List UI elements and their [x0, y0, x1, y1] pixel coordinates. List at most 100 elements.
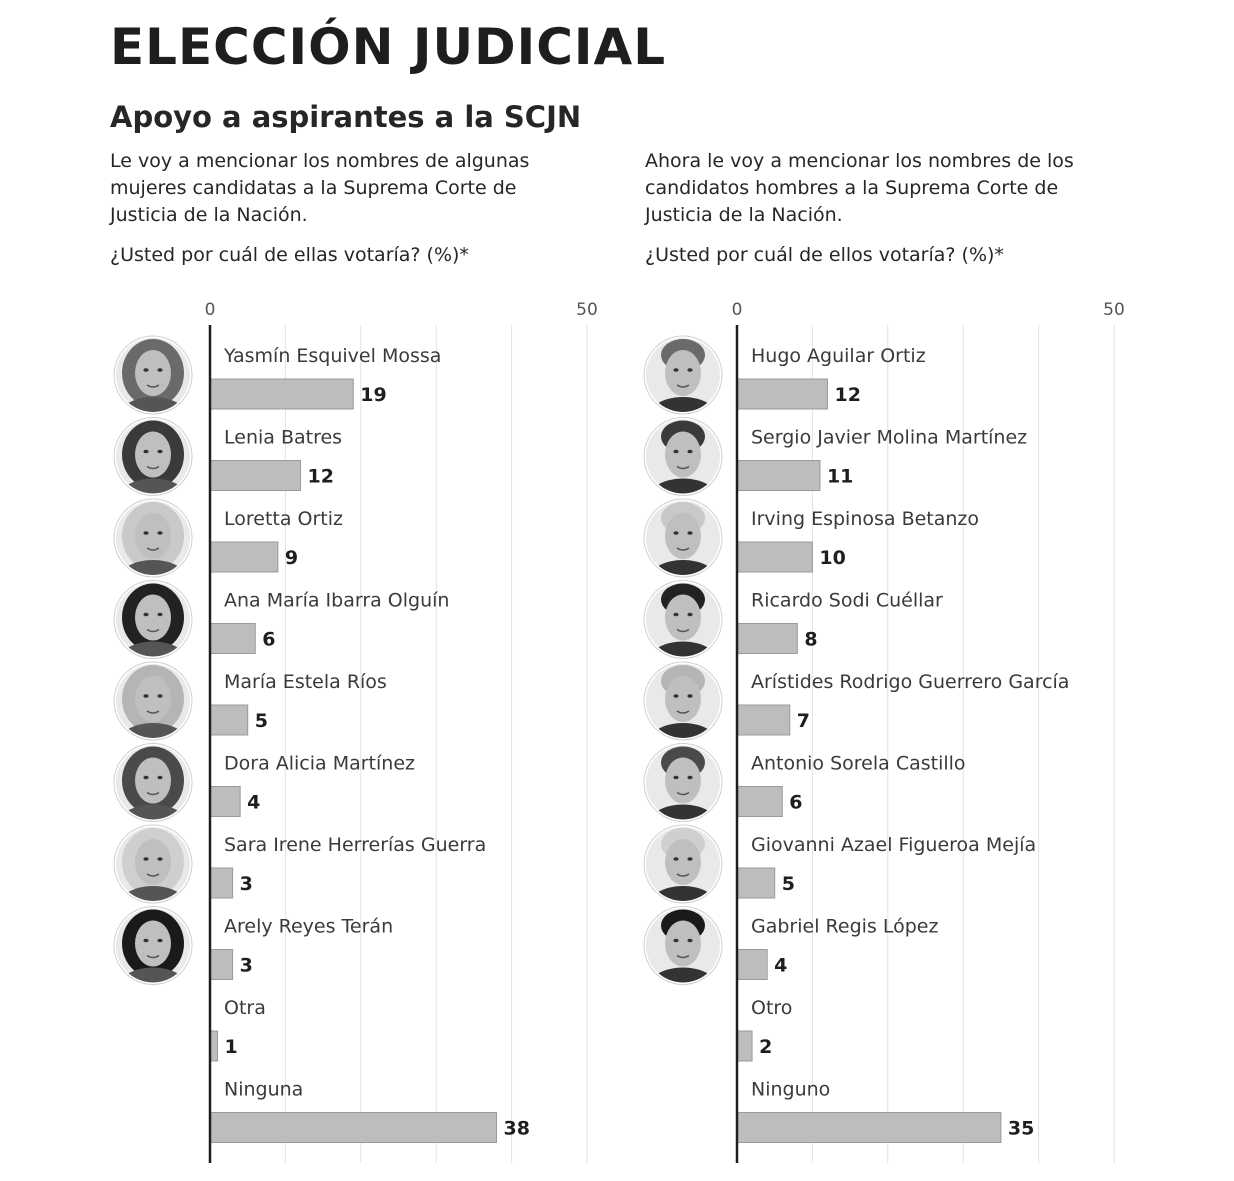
bar-row: Gabriel Regis López 4	[736, 916, 938, 980]
bar	[736, 949, 768, 980]
candidate-name: Ricardo Sodi Cuéllar	[751, 590, 943, 612]
right-question-text: Ahora le voy a mencionar los nombres de …	[645, 150, 1074, 226]
bar-row: Otra 1	[209, 997, 266, 1062]
left-prompt: ¿Usted por cuál de ellas votaría? (%)*	[110, 244, 469, 266]
bar	[209, 378, 354, 410]
bar	[736, 704, 791, 736]
bar	[736, 1112, 1002, 1143]
candidate-photo	[113, 335, 193, 415]
bar-row: Ninguna 38	[209, 1079, 530, 1143]
bar-value-label: 5	[255, 710, 268, 732]
bar-row: Hugo Aguilar Ortiz 12	[736, 345, 926, 410]
candidate-name: Lenia Batres	[224, 427, 342, 449]
candidate-photo	[113, 580, 193, 659]
bar-value-label: 11	[827, 466, 853, 488]
bar-value-label: 12	[307, 466, 333, 488]
bar-value-label: 9	[285, 547, 298, 569]
candidate-photo	[643, 743, 723, 822]
bar	[736, 378, 828, 410]
bar-value-label: 4	[247, 792, 260, 814]
candidate-name: Ninguna	[224, 1079, 303, 1101]
bar-value-label: 7	[797, 710, 810, 732]
bar	[209, 541, 279, 573]
candidate-name: Sara Irene Herrerías Guerra	[224, 834, 486, 856]
bar	[736, 786, 783, 817]
bar-row: Ana María Ibarra Olguín 6	[209, 590, 449, 654]
bar-row: Giovanni Azael Figueroa Mejía 5	[736, 834, 1036, 899]
bar-value-label: 8	[804, 629, 817, 651]
bar-value-label: 1	[225, 1036, 238, 1058]
bar	[209, 623, 256, 654]
x-tick-label: 50	[1103, 300, 1125, 320]
bar-row: Arely Reyes Terán 3	[209, 916, 393, 980]
bar	[209, 786, 241, 817]
candidate-name: Arely Reyes Terán	[224, 916, 393, 938]
chart-title: ELECCIÓN JUDICIAL	[110, 18, 667, 76]
bar-value-label: 3	[240, 955, 253, 977]
candidate-photo	[113, 906, 193, 985]
candidate-name: Ninguno	[751, 1079, 830, 1101]
bar	[736, 867, 776, 899]
bar-row: Antonio Sorela Castillo 6	[736, 753, 966, 817]
candidate-name: Ana María Ibarra Olguín	[224, 590, 449, 612]
bar	[209, 460, 301, 491]
left-question-text: Le voy a mencionar los nombres de alguna…	[110, 150, 530, 226]
bar-value-label: 5	[782, 873, 795, 895]
bar-value-label: 4	[774, 955, 787, 977]
bar-value-label: 6	[262, 629, 275, 651]
bar-row: Otro 2	[736, 997, 792, 1062]
bar-row: Sergio Javier Molina Martínez 11	[736, 427, 1027, 491]
candidate-photo	[643, 335, 723, 415]
bar-row: Arístides Rodrigo Guerrero García 7	[736, 671, 1069, 736]
candidate-name: Sergio Javier Molina Martínez	[751, 427, 1027, 449]
bar-value-label: 35	[1008, 1118, 1034, 1140]
candidate-photo	[643, 824, 723, 904]
candidate-name: Gabriel Regis López	[751, 916, 938, 938]
bar-value-label: 19	[360, 384, 386, 406]
candidate-photo	[643, 417, 723, 496]
bar-row: Lenia Batres 12	[209, 427, 342, 491]
bar-value-label: 38	[504, 1118, 530, 1140]
candidate-name: Antonio Sorela Castillo	[751, 753, 966, 775]
x-tick-label: 0	[732, 300, 743, 320]
candidate-name: María Estela Ríos	[224, 671, 387, 693]
candidate-photo	[113, 743, 193, 822]
candidate-name: Otra	[224, 997, 266, 1019]
right-prompt: ¿Usted por cuál de ellos votaría? (%)*	[645, 244, 1004, 266]
bar	[209, 1112, 498, 1143]
x-tick-label: 50	[576, 300, 598, 320]
bar-value-label: 3	[240, 873, 253, 895]
candidate-photo	[643, 906, 723, 985]
bar-row: Loretta Ortiz 9	[209, 508, 343, 573]
x-tick-label: 0	[205, 300, 216, 320]
candidate-photo	[643, 580, 723, 659]
candidate-photo	[643, 498, 723, 578]
candidate-photo	[113, 417, 193, 496]
chart-subtitle: Apoyo a aspirantes a la SCJN	[110, 100, 582, 134]
bar-row: Dora Alicia Martínez 4	[209, 753, 415, 817]
candidate-name: Irving Espinosa Betanzo	[751, 508, 979, 530]
candidate-photo	[643, 661, 723, 741]
bar-value-label: 10	[819, 547, 845, 569]
bar	[736, 1030, 753, 1062]
candidate-name: Arístides Rodrigo Guerrero García	[751, 671, 1069, 693]
bar-row: Ninguno 35	[736, 1079, 1034, 1143]
bar	[736, 541, 813, 573]
bar-row: Yasmín Esquivel Mossa 19	[209, 345, 441, 410]
candidate-name: Yasmín Esquivel Mossa	[223, 345, 441, 367]
bar	[736, 460, 821, 491]
bar-value-label: 12	[834, 384, 860, 406]
candidate-photo	[113, 824, 193, 904]
candidate-name: Dora Alicia Martínez	[224, 753, 415, 775]
bar-value-label: 2	[759, 1036, 772, 1058]
bar-value-label: 6	[789, 792, 802, 814]
bar-row: Irving Espinosa Betanzo 10	[736, 508, 979, 573]
candidate-name: Loretta Ortiz	[224, 508, 343, 530]
candidate-name: Hugo Aguilar Ortiz	[751, 345, 926, 367]
candidate-photo	[113, 661, 193, 741]
candidate-photo	[113, 498, 193, 578]
bar-row: Sara Irene Herrerías Guerra 3	[209, 834, 486, 899]
candidate-name: Otro	[751, 997, 792, 1019]
